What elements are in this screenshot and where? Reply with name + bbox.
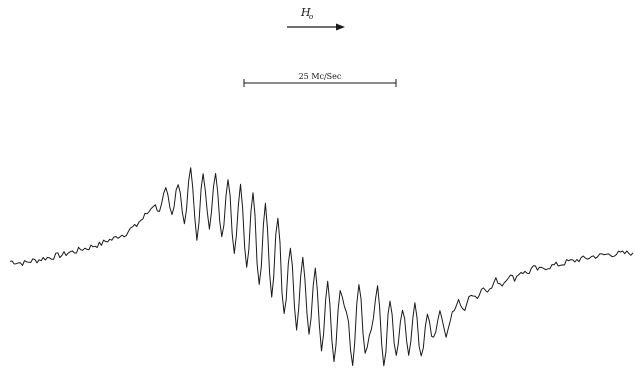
- scale-bar: 25 Mc/Sec: [243, 72, 397, 87]
- scale-bar-label: 25 Mc/Sec: [299, 72, 342, 81]
- field-subscript: o: [309, 13, 313, 21]
- field-symbol: H: [300, 6, 311, 19]
- spectrum-trace: [9, 167, 634, 367]
- field-direction-label: H o: [300, 6, 313, 21]
- field-arrow-icon: [287, 23, 345, 31]
